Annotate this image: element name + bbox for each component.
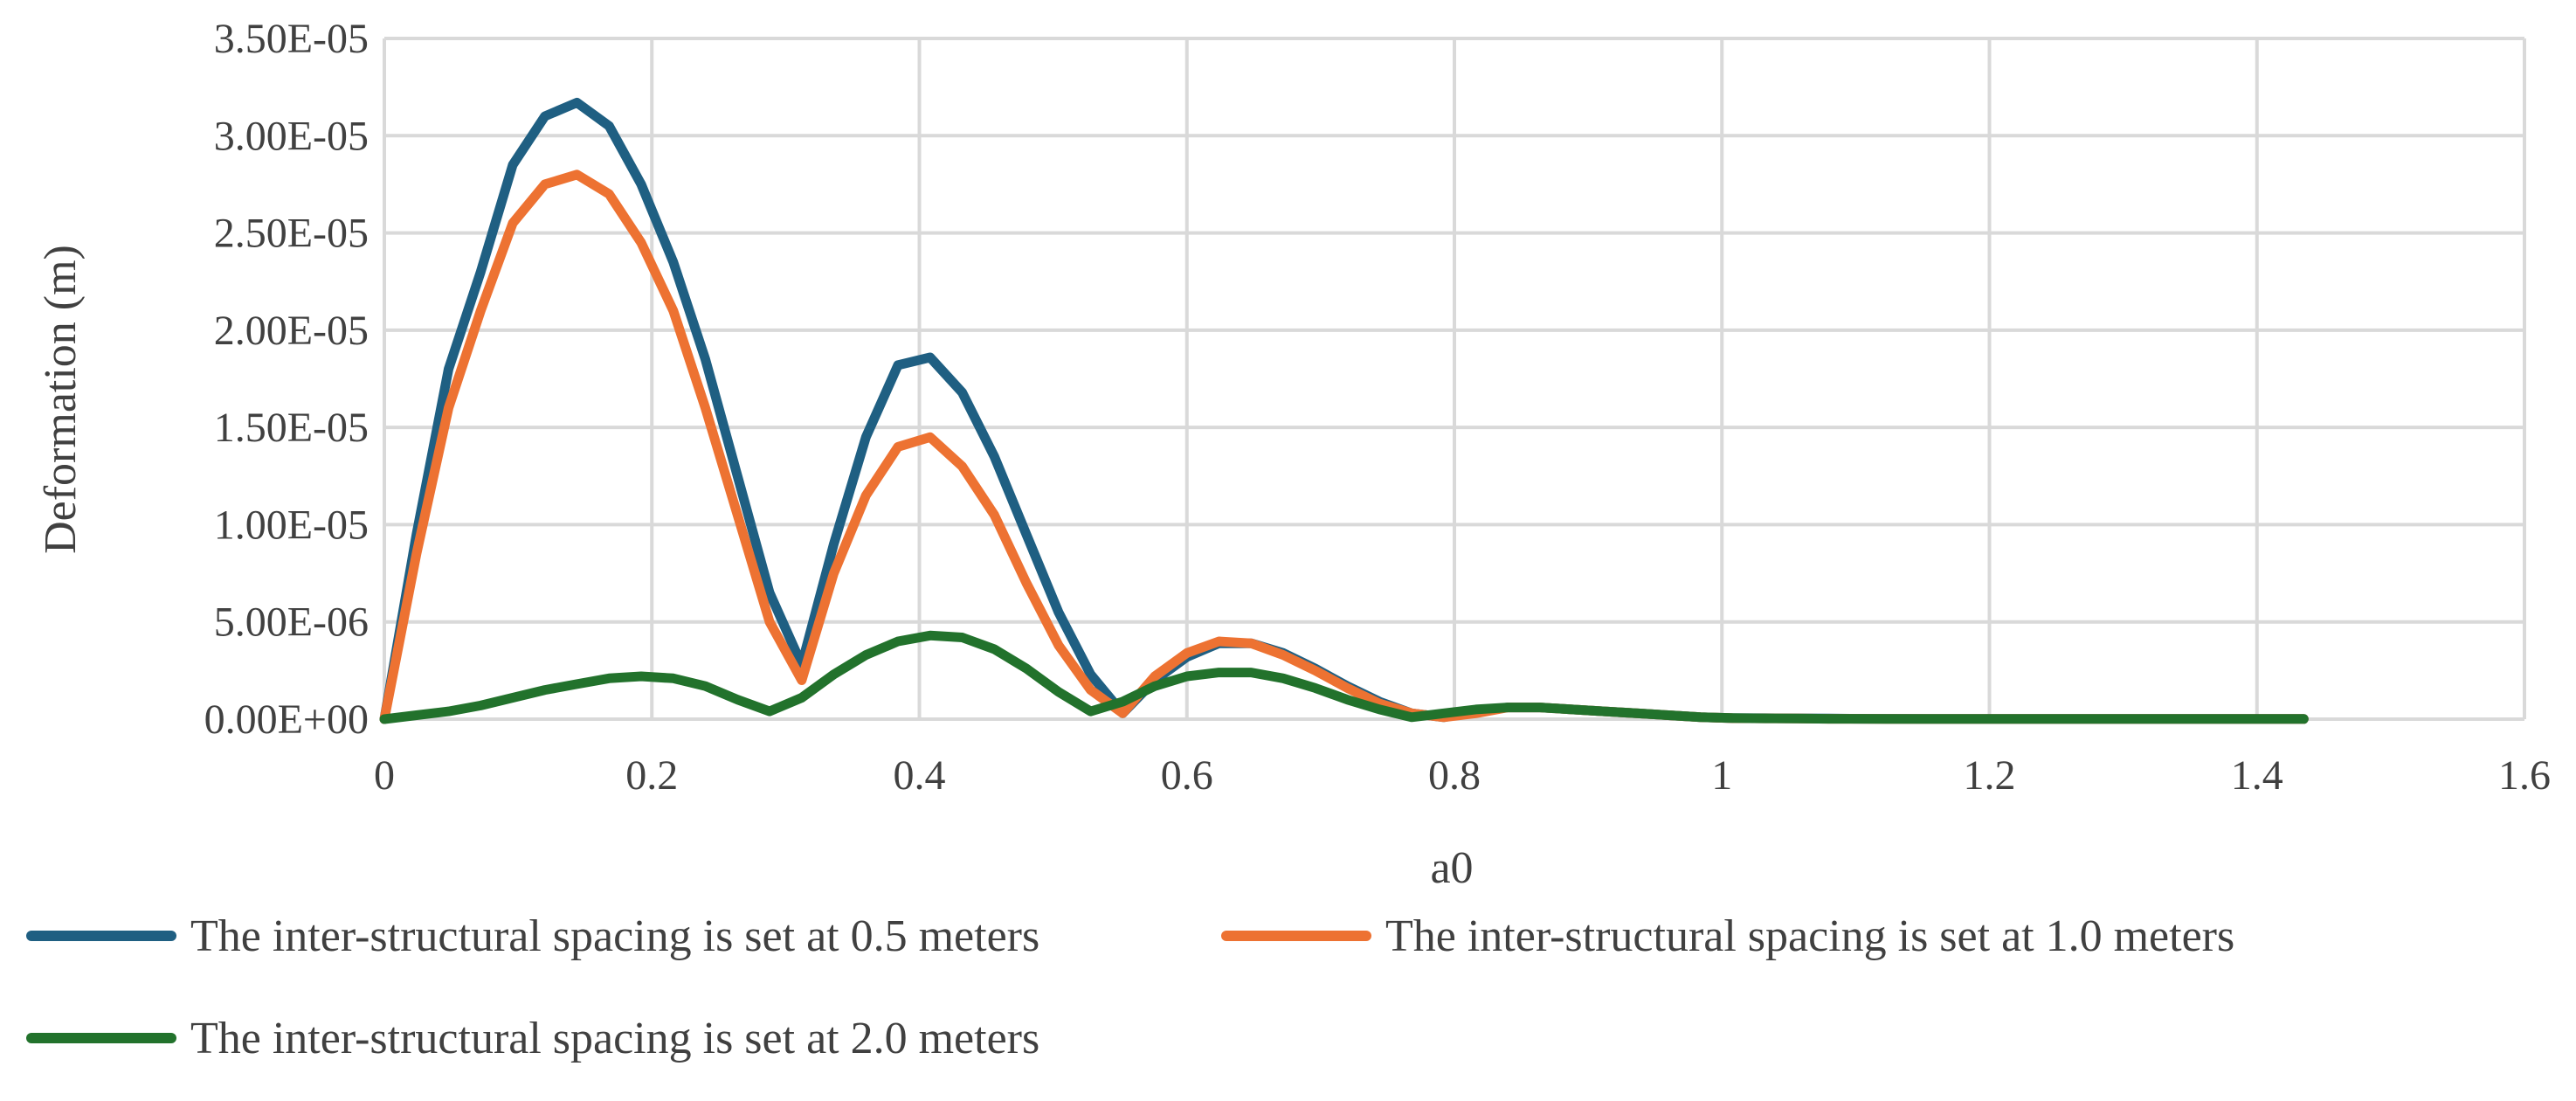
y-tick-label: 2.00E-05 <box>214 308 369 354</box>
legend: The inter-structural spacing is set at 0… <box>26 911 2234 1063</box>
y-tick-label: 1.50E-05 <box>214 405 369 451</box>
y-tick-labels: 0.00E+00 5.00E-06 1.00E-05 1.50E-05 2.00E-05… <box>204 16 369 743</box>
y-axis-title: Deformation (m) <box>36 245 86 554</box>
x-tick-label: 0 <box>374 752 395 799</box>
y-tick-label: 2.50E-05 <box>214 211 369 257</box>
y-tick-label: 3.50E-05 <box>214 16 369 62</box>
y-tick-label: 3.00E-05 <box>214 113 369 159</box>
series-line-3 <box>379 630 2309 724</box>
x-tick-label: 0.8 <box>1428 752 1481 799</box>
y-tick-label: 1.00E-05 <box>214 502 369 548</box>
y-tick-label: 0.00E+00 <box>204 696 369 743</box>
x-tick-label: 1.2 <box>1964 752 2016 799</box>
legend-label-2: The inter-structural spacing is set at 1… <box>1385 911 2234 961</box>
legend-label-3: The inter-structural spacing is set at 2… <box>190 1014 1039 1063</box>
series-line-1 <box>379 97 2309 724</box>
x-tick-label: 0.2 <box>625 752 678 799</box>
x-axis-title: a0 <box>1430 843 1473 893</box>
x-tick-labels: 0 0.2 0.4 0.6 0.8 1 1.2 1.4 1.6 <box>374 752 2551 799</box>
x-tick-label: 1 <box>1711 752 1732 799</box>
legend-label-1: The inter-structural spacing is set at 0… <box>190 911 1039 961</box>
x-tick-label: 0.4 <box>894 752 946 799</box>
x-tick-label: 1.6 <box>2498 752 2551 799</box>
y-tick-label: 5.00E-06 <box>214 599 369 646</box>
x-tick-label: 0.6 <box>1161 752 1213 799</box>
x-tick-label: 1.4 <box>2231 752 2283 799</box>
grid <box>383 37 2526 721</box>
series-lines <box>379 97 2309 724</box>
